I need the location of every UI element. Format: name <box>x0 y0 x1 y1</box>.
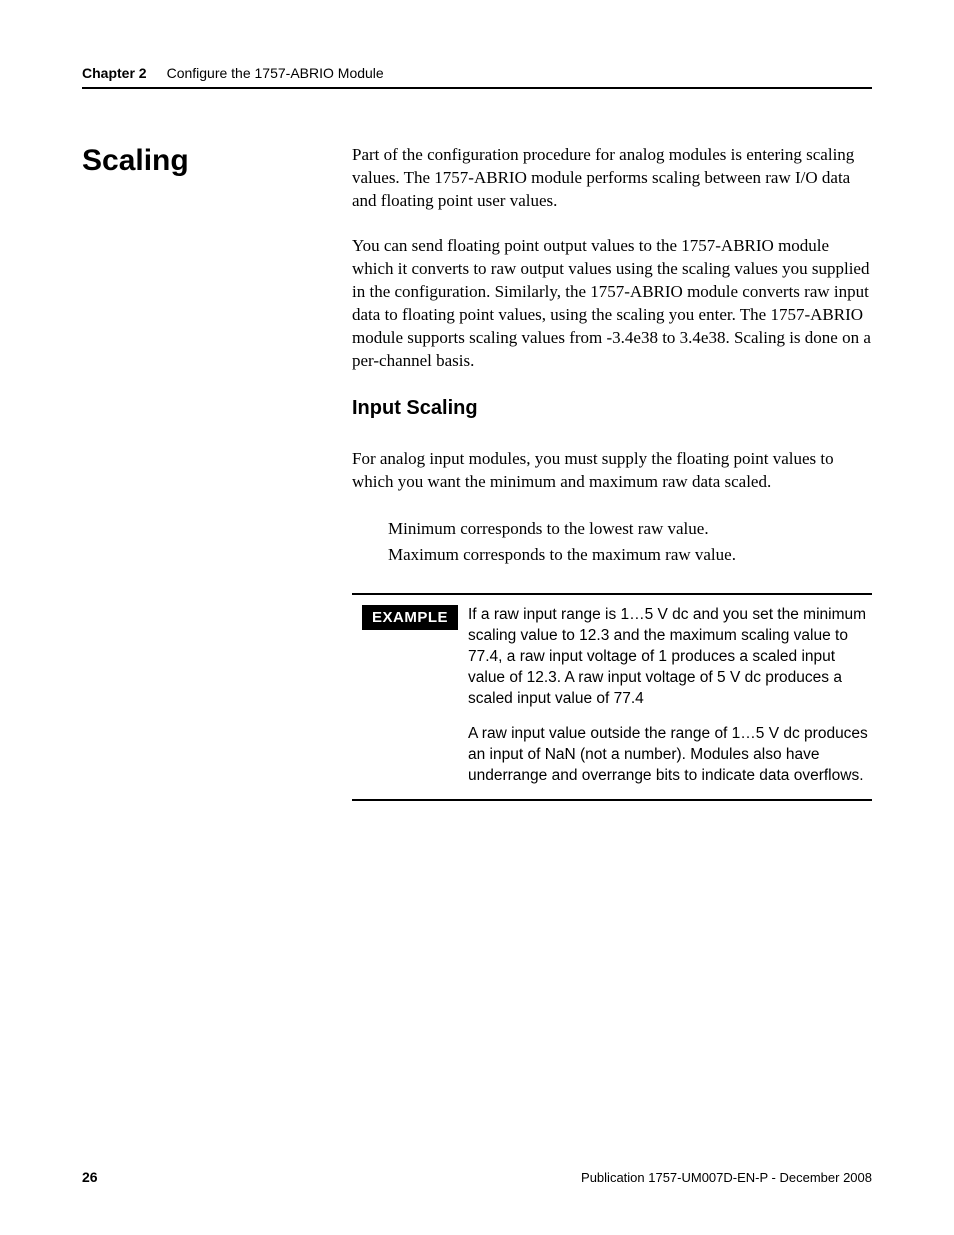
left-column: Scaling <box>82 144 352 801</box>
right-column: Part of the configuration procedure for … <box>352 144 872 801</box>
list-item: Minimum corresponds to the lowest raw va… <box>388 516 872 542</box>
subheading-input-scaling: Input Scaling <box>352 397 872 420</box>
example-paragraph: If a raw input range is 1…5 V dc and you… <box>468 605 868 710</box>
page-content: Scaling Part of the configuration proced… <box>82 144 872 801</box>
list-item: Maximum corresponds to the maximum raw v… <box>388 542 872 568</box>
example-body: If a raw input range is 1…5 V dc and you… <box>460 595 872 798</box>
example-callout: EXAMPLE If a raw input range is 1…5 V dc… <box>352 593 872 800</box>
document-page: Chapter 2 Configure the 1757-ABRIO Modul… <box>0 0 954 1235</box>
bullet-list: Minimum corresponds to the lowest raw va… <box>388 516 872 567</box>
page-number: 26 <box>82 1169 98 1185</box>
body-paragraph: You can send floating point output value… <box>352 235 872 373</box>
page-header: Chapter 2 Configure the 1757-ABRIO Modul… <box>82 65 872 89</box>
publication-info: Publication 1757-UM007D-EN-P - December … <box>581 1170 872 1185</box>
section-heading: Scaling <box>82 144 352 177</box>
body-paragraph: Part of the configuration procedure for … <box>352 144 872 213</box>
example-label: EXAMPLE <box>362 605 458 630</box>
example-paragraph: A raw input value outside the range of 1… <box>468 724 868 787</box>
chapter-title: Configure the 1757-ABRIO Module <box>167 65 384 81</box>
example-label-cell: EXAMPLE <box>352 595 460 798</box>
body-paragraph: For analog input modules, you must suppl… <box>352 448 872 494</box>
page-footer: 26 Publication 1757-UM007D-EN-P - Decemb… <box>82 1169 872 1185</box>
chapter-label: Chapter 2 <box>82 65 147 81</box>
